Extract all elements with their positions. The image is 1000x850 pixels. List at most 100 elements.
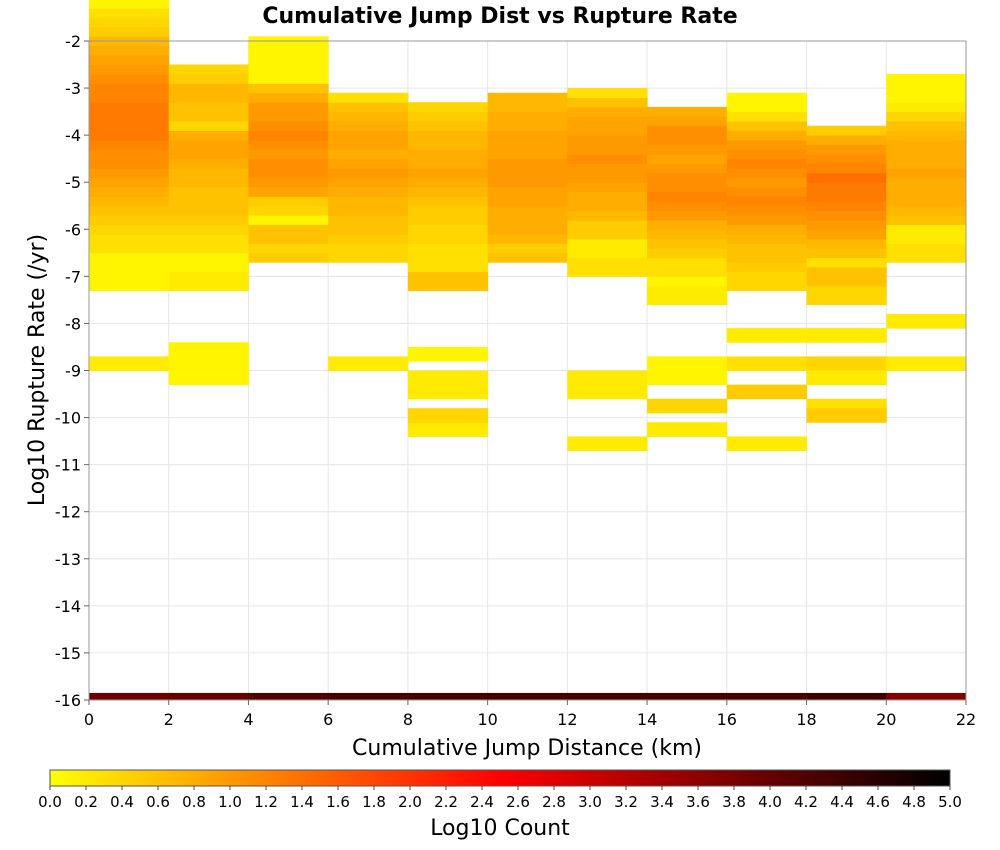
heatmap-cell [726,271,808,282]
heatmap-cell [407,252,489,263]
heatmap-cell [487,233,568,244]
heatmap-cell [886,102,967,113]
heatmap-cell [886,243,967,254]
heatmap-cell [806,692,887,701]
heatmap-cell [168,196,249,207]
x-tick-label: 16 [717,710,737,729]
heatmap-cell [248,111,329,122]
colorbar-label: Log10 Count [430,816,570,841]
heatmap-cell [487,139,568,150]
colorbar-tick-label: 0.8 [182,793,206,811]
heatmap-cell [647,238,728,249]
heatmap-cell [248,55,329,66]
heatmap-cell [328,252,409,263]
heatmap-cell [806,219,887,230]
heatmap-cell [407,130,489,141]
heatmap-cell [168,92,249,103]
colorbar-tick-label: 4.4 [830,793,854,811]
heatmap-cell [647,201,728,211]
heatmap-cell [89,73,170,84]
heatmap-cell [567,182,648,193]
heatmap-cell [647,422,728,437]
heatmap-cell [168,281,249,291]
heatmap-cell [647,191,728,202]
heatmap-cell [487,92,568,103]
heatmap-cell [726,149,808,160]
heatmap-cell [487,149,568,160]
colorbar-tick-label: 2.6 [506,793,530,811]
heatmap-cell [886,314,967,329]
heatmap-cell [726,92,808,103]
heatmap-cell [806,276,887,287]
heatmap-cell [806,153,887,164]
colorbar-tick-label: 3.6 [686,793,710,811]
y-tick-label: -2 [65,32,81,51]
heatmap-cell [726,252,808,263]
heatmap-cell [168,692,249,701]
heatmap-cell [248,73,329,84]
heatmap-cell [407,102,489,113]
heatmap-cell [886,252,967,263]
colorbar-tick-label: 1.4 [290,793,314,811]
heatmap-cell [168,102,249,113]
heatmap-cell [487,215,568,226]
heatmap-cell [328,692,409,701]
heatmap-cell [567,229,648,240]
heatmap-cell [168,205,249,216]
heatmap-cells [89,0,967,701]
heatmap-cell [89,55,170,66]
heatmap-cell [89,26,170,37]
heatmap-cell [248,168,329,179]
y-tick-label: -16 [55,691,81,710]
heatmap-cell [328,102,409,113]
heatmap-cell [328,92,409,103]
heatmap-cell [806,257,887,268]
heatmap-cell [168,73,249,84]
heatmap-cell [726,328,808,343]
heatmap-cell [647,135,728,146]
colorbar-tick-label: 3.4 [650,793,674,811]
x-tick-label: 20 [876,710,896,729]
heatmap-cell [806,210,887,221]
heatmap-cell [248,83,329,94]
heatmap-cell [89,271,170,282]
x-tick-label: 18 [796,710,816,729]
heatmap-cell [407,215,489,226]
heatmap-cell [487,224,568,235]
heatmap-cell [407,692,489,701]
heatmap-cell [89,83,170,94]
heatmap-cell [806,328,887,343]
heatmap-cell [89,262,170,273]
heatmap-cell [567,436,648,452]
heatmap-cell [168,342,249,386]
heatmap-cell [647,248,728,259]
x-tick-label: 2 [164,710,174,729]
heatmap-cell [487,186,568,197]
heatmap-cell [487,205,568,216]
heatmap-cell [168,158,249,169]
heatmap-cell [328,130,409,141]
heatmap-cell [647,295,728,306]
heatmap-cell [806,248,887,259]
heatmap-cell [567,191,648,202]
heatmap-cell [886,130,967,141]
heatmap-cell [647,210,728,221]
heatmap-cell [647,144,728,155]
heatmap-cell [567,144,648,155]
heatmap-cell [328,168,409,179]
heatmap-cell [89,168,170,179]
heatmap-cell [567,210,648,221]
heatmap-cell [886,121,967,131]
heatmap-cell [647,219,728,230]
heatmap-cell [168,64,249,75]
heatmap-cell [248,692,329,701]
heatmap-cell [647,692,728,701]
heatmap-cell [886,149,967,160]
x-tick-label: 10 [477,710,497,729]
heatmap-cell [647,182,728,193]
y-tick-label: -4 [65,126,81,145]
colorbar-tick-label: 1.0 [218,793,242,811]
heatmap-cell [647,356,728,386]
heatmap-cell [89,45,170,56]
